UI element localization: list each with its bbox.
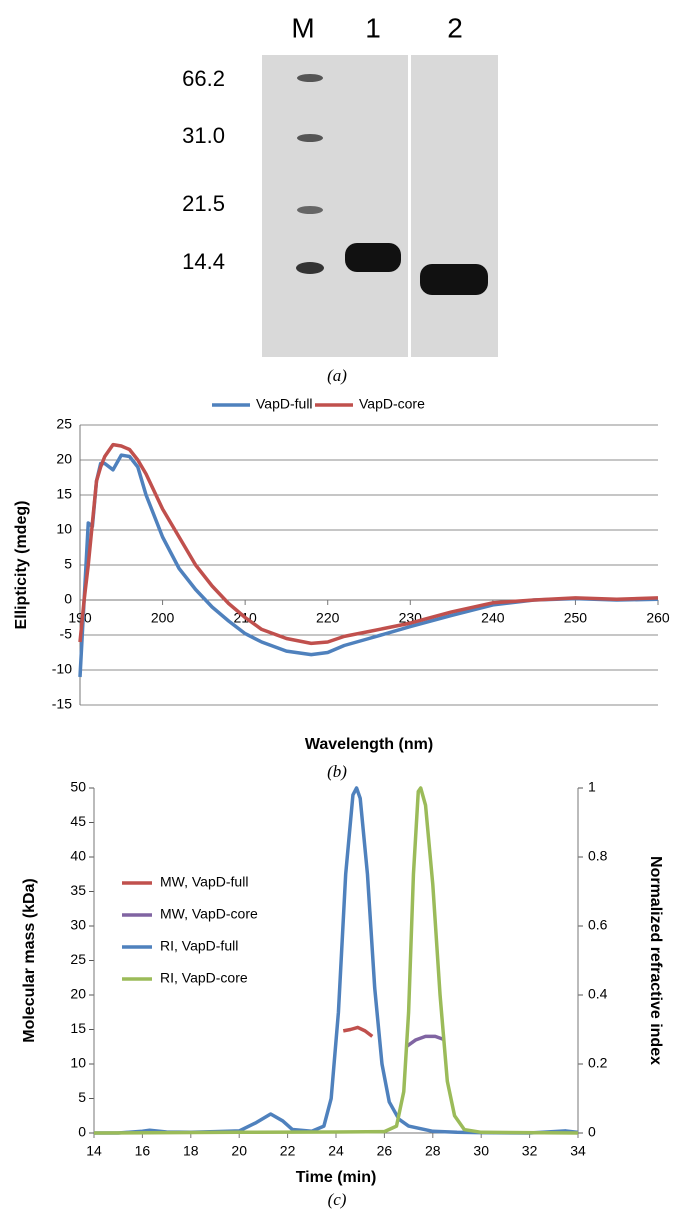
series-line: [78, 453, 659, 678]
x-tick-label: 32: [522, 1143, 538, 1159]
x-tick-label: 24: [328, 1143, 344, 1159]
x-tick-label: 28: [425, 1143, 441, 1159]
x-axis-title: Time (min): [296, 1169, 377, 1186]
x-tick-label: 260: [646, 610, 670, 626]
caption: (a): [327, 366, 347, 385]
gel-divider: [408, 55, 411, 357]
lane-label: M: [291, 12, 314, 43]
caption: (b): [327, 762, 347, 781]
y-axis-title: Molecular mass (kDa): [21, 878, 38, 1043]
marker-band: [297, 74, 323, 82]
gel-image: [262, 55, 498, 357]
y-tick-label: -10: [52, 661, 72, 677]
gel-panel: M 1 2 66.2 31.0 21.5 14.4 (a): [182, 12, 498, 385]
x-tick-label: 200: [151, 610, 175, 626]
y-tick-label: 10: [56, 521, 72, 537]
x-tick-label: 34: [570, 1143, 586, 1159]
y-tick-label: 5: [64, 556, 72, 572]
legend-label: RI, VapD-core: [160, 970, 248, 986]
marker-label: 31.0: [182, 123, 225, 148]
legend-label: RI, VapD-full: [160, 938, 238, 954]
marker-label: 21.5: [182, 191, 225, 216]
y2-axis-title: Normalized refractive index: [647, 856, 664, 1065]
x-tick-label: 220: [316, 610, 340, 626]
y-tick-label: 15: [70, 1020, 86, 1036]
y-tick-label: -15: [52, 696, 72, 712]
legend-label: MW, VapD-full: [160, 874, 248, 890]
x-tick-label: 190: [68, 610, 92, 626]
x-tick-label: 20: [231, 1143, 247, 1159]
marker-band: [296, 262, 324, 274]
lane-1-band: [345, 243, 401, 272]
y-tick-label: 5: [78, 1089, 86, 1105]
y-tick-label: 0: [78, 1124, 86, 1140]
gel-bands: [296, 74, 488, 295]
y-tick-label: 25: [70, 951, 86, 967]
marker-label: 66.2: [182, 66, 225, 91]
lane-label: 1: [365, 12, 381, 43]
legend-label: VapD-full: [256, 396, 313, 412]
y-tick-label: 30: [70, 917, 86, 933]
y-tick-label: 35: [70, 882, 86, 898]
y-tick-label: 40: [70, 848, 86, 864]
x-tick-label: 26: [377, 1143, 393, 1159]
marker-band: [297, 206, 323, 214]
series-line: [93, 786, 579, 1135]
series-line: [405, 1034, 446, 1049]
caption: (c): [328, 1190, 347, 1209]
y-tick-label: 15: [56, 486, 72, 502]
y-tick-label: -5: [60, 626, 73, 642]
x-tick-label: 250: [564, 610, 588, 626]
x-tick-label: 18: [183, 1143, 199, 1159]
legend-label: VapD-core: [359, 396, 425, 412]
x-tick-label: 14: [86, 1143, 102, 1159]
lane-label: 2: [447, 12, 463, 43]
series-line: [78, 442, 659, 646]
y2-tick-label: 0.2: [588, 1055, 608, 1071]
legend-label: MW, VapD-core: [160, 906, 258, 922]
y-tick-label: 50: [70, 779, 86, 795]
y2-tick-label: 0.6: [588, 917, 608, 933]
marker-band: [297, 134, 323, 142]
y-axis-title: Ellipticity (mdeg): [13, 501, 30, 630]
series-line: [342, 1025, 374, 1038]
y-tick-label: 45: [70, 813, 86, 829]
y-tick-label: 25: [56, 416, 72, 432]
y2-tick-label: 0.8: [588, 848, 608, 864]
y-tick-label: 10: [70, 1055, 86, 1071]
series-line: [94, 786, 579, 1135]
y-tick-label: 0: [64, 591, 72, 607]
x-tick-label: 30: [473, 1143, 489, 1159]
y2-tick-label: 1: [588, 779, 596, 795]
marker-label: 14.4: [182, 249, 225, 274]
x-axis-title: Wavelength (nm): [305, 736, 433, 753]
lane-2-band: [420, 264, 488, 295]
y2-tick-label: 0.4: [588, 986, 608, 1002]
x-tick-label: 16: [135, 1143, 151, 1159]
y-tick-label: 20: [70, 986, 86, 1002]
x-tick-label: 240: [481, 610, 505, 626]
x-tick-label: 22: [280, 1143, 296, 1159]
y2-tick-label: 0: [588, 1124, 596, 1140]
y-tick-label: 20: [56, 451, 72, 467]
